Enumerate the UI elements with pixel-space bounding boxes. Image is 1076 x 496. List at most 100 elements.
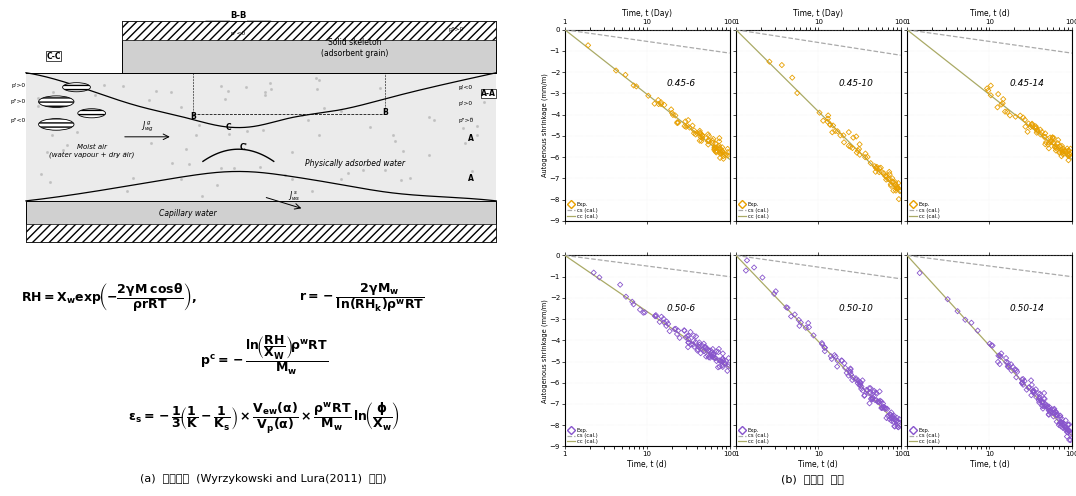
Point [982, 341, 1000, 349]
Point [1057, 424, 1074, 432]
Point [853, 383, 870, 391]
Point [861, 384, 878, 392]
Point [1046, 410, 1063, 418]
Point [858, 386, 875, 394]
Point [1061, 421, 1076, 429]
Point [664, 109, 681, 117]
Point [1028, 393, 1045, 401]
Legend: Exp., cs (cal.), cc (cal.): Exp., cs (cal.), cc (cal.) [908, 201, 940, 219]
Point [632, 306, 649, 313]
Point [708, 148, 725, 156]
Point [1050, 421, 1067, 429]
Point [712, 149, 730, 157]
Legend: Exp., cs (cal.), cc (cal.): Exp., cs (cal.), cc (cal.) [737, 201, 769, 219]
Point [702, 354, 719, 362]
Point [640, 92, 657, 100]
Point [700, 132, 718, 140]
Point [829, 127, 846, 135]
Point [1037, 138, 1054, 146]
Point [873, 404, 890, 412]
Point [886, 422, 903, 430]
Point [710, 345, 727, 353]
Point [694, 132, 711, 140]
Point [823, 128, 840, 136]
Point [1053, 415, 1071, 423]
Point [991, 360, 1008, 368]
Point [1053, 142, 1071, 150]
Point [1059, 151, 1076, 159]
Point [1008, 366, 1025, 374]
Point [1057, 423, 1074, 431]
Point [867, 164, 884, 172]
Point [699, 140, 717, 148]
Point [710, 143, 727, 151]
Point [1008, 368, 1025, 376]
Point [889, 422, 906, 430]
Point [1060, 156, 1076, 164]
Point [1061, 436, 1076, 444]
Point [824, 122, 841, 129]
Point [712, 357, 730, 365]
Point [819, 115, 836, 123]
Point [1042, 407, 1059, 415]
Point [647, 312, 664, 320]
Point [838, 369, 855, 377]
Text: $\mathbf{RH = X_w exp\!\left(-\dfrac{2\gamma M\;cos\theta}{\rho r RT}\right),}$: $\mathbf{RH = X_w exp\!\left(-\dfrac{2\g… [20, 281, 197, 314]
Point [841, 365, 859, 372]
Point [1040, 404, 1058, 412]
Point [887, 178, 904, 186]
Point [997, 358, 1015, 366]
Point [883, 414, 901, 422]
Point [676, 326, 693, 334]
Point [1052, 146, 1070, 154]
Point [699, 136, 717, 144]
Legend: Exp., cs (cal.), cc (cal.): Exp., cs (cal.), cc (cal.) [908, 427, 940, 445]
Point [886, 415, 903, 423]
X-axis label: Time, t (Day): Time, t (Day) [793, 9, 844, 18]
Point [874, 403, 891, 411]
Point [655, 101, 672, 109]
Point [1023, 120, 1040, 127]
Point [1043, 136, 1060, 144]
Point [1058, 424, 1075, 432]
Point [678, 123, 695, 131]
Point [627, 82, 645, 90]
Point [737, 266, 754, 274]
Point [580, 41, 597, 49]
Point [868, 390, 886, 398]
Point [710, 137, 727, 145]
Point [949, 307, 966, 315]
Point [854, 387, 872, 395]
Point [1014, 378, 1031, 386]
Point [693, 137, 710, 145]
Point [1062, 429, 1076, 436]
Point [669, 119, 686, 126]
Point [698, 345, 716, 353]
Point [852, 385, 869, 393]
Point [829, 363, 846, 371]
Point [1036, 133, 1053, 141]
Ellipse shape [39, 119, 74, 130]
Point [1003, 367, 1020, 374]
Point [682, 328, 699, 336]
Point [957, 316, 974, 324]
Point [657, 322, 675, 330]
Point [1061, 427, 1076, 435]
Point [653, 313, 670, 321]
Point [1020, 384, 1037, 392]
Point [868, 163, 886, 171]
Point [714, 350, 732, 358]
Point [840, 142, 858, 150]
Point [617, 71, 634, 79]
Point [868, 396, 886, 404]
Point [767, 287, 784, 295]
Point [1046, 406, 1063, 414]
Point [714, 355, 732, 363]
Point [691, 128, 708, 136]
Point [666, 325, 683, 333]
Point [870, 164, 888, 172]
Point [881, 415, 898, 423]
Point [877, 172, 894, 180]
Point [791, 322, 808, 330]
Text: p">0: p">0 [458, 118, 473, 123]
